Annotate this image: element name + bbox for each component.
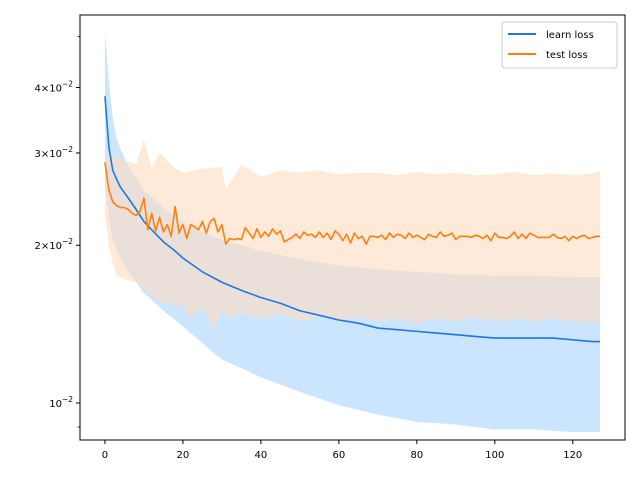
x-tick-label: 100 (485, 450, 504, 461)
y-axis: 4×10−2 3×10−2 2×10−2 10−2 (34, 36, 80, 428)
x-tick-label: 0 (102, 450, 108, 461)
legend-frame (501, 21, 618, 69)
x-tick-label: 60 (332, 450, 345, 461)
legend-label-test-loss: test loss (546, 50, 588, 61)
x-tick-label: 120 (563, 450, 582, 461)
legend: learn loss test loss (501, 21, 618, 69)
y-tick-label: 10−2 (49, 395, 73, 410)
x-tick-label: 80 (410, 450, 423, 461)
y-tick-label: 4×10−2 (34, 79, 73, 94)
learn-loss-band (104, 32, 601, 433)
x-tick-label: 20 (177, 450, 190, 461)
legend-label-learn-loss: learn loss (546, 30, 594, 41)
learn-loss-line (104, 96, 601, 343)
test-loss-band (104, 139, 601, 330)
confidence-bands (104, 32, 601, 433)
x-tick-label: 40 (255, 450, 268, 461)
plot-area-frame (79, 14, 626, 441)
x-axis: 0 20 40 60 80 100 120 (102, 440, 582, 461)
series-lines (104, 96, 601, 343)
y-tick-label: 2×10−2 (34, 237, 73, 252)
y-tick-label: 3×10−2 (34, 145, 73, 160)
test-loss-line (104, 162, 601, 245)
